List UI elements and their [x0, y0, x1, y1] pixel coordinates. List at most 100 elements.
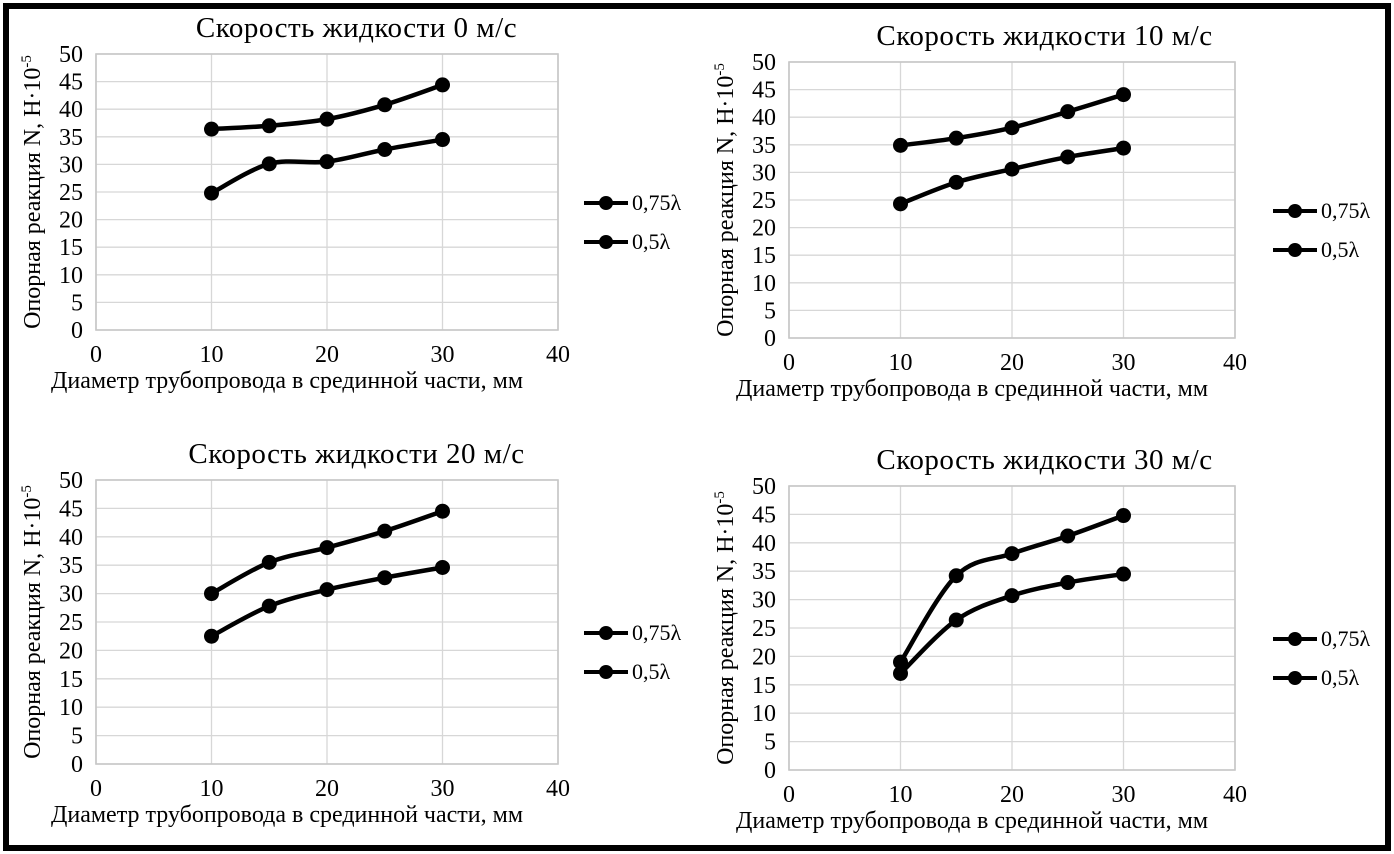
y-axis-title: Опорная реакция N, Н·10-5	[712, 63, 740, 337]
x-axis-title: Диаметр трубопровода в срединной части, …	[50, 802, 524, 829]
data-point	[1116, 566, 1131, 582]
svg-text:20: 20	[315, 342, 339, 368]
svg-text:10: 10	[59, 696, 83, 722]
data-point	[948, 175, 964, 191]
legend-item: 0,75λ	[1273, 198, 1370, 224]
svg-text:50: 50	[752, 50, 776, 76]
svg-text:50: 50	[59, 42, 83, 68]
svg-text:35: 35	[752, 133, 776, 159]
data-point	[948, 131, 964, 147]
svg-text:10: 10	[889, 350, 913, 376]
svg-text:10: 10	[200, 776, 224, 802]
svg-text:10: 10	[59, 263, 83, 289]
data-point	[377, 142, 393, 158]
data-point	[893, 654, 908, 670]
legend-label: 0,75λ	[632, 619, 682, 645]
svg-text:40: 40	[752, 106, 776, 132]
svg-text:45: 45	[59, 497, 83, 523]
svg-text:0: 0	[90, 776, 102, 802]
chart-title: Скорость жидкости 30 м/с	[876, 444, 1213, 476]
chart-title: Скорость жидкости 0 м/с	[195, 12, 518, 44]
series-0,75λ	[893, 87, 1131, 154]
legend-label: 0,5λ	[1321, 236, 1360, 262]
svg-text:35: 35	[59, 125, 83, 151]
svg-text:40: 40	[546, 776, 570, 802]
svg-text:45: 45	[59, 70, 83, 96]
svg-text:20: 20	[752, 216, 776, 242]
data-point	[261, 598, 277, 614]
data-point	[1004, 588, 1020, 604]
chart-body: Опорная реакция N, Н·10-5 0 5 10 15 20 25 30 35…	[709, 474, 1380, 808]
svg-text:30: 30	[752, 161, 776, 187]
svg-text:5: 5	[764, 730, 776, 756]
x-tick-labels: 0 10 20 30 40	[783, 782, 1247, 808]
data-point	[948, 568, 964, 584]
data-point	[435, 560, 450, 576]
svg-text:40: 40	[752, 531, 776, 557]
series-0,75λ	[204, 504, 450, 602]
data-point	[893, 138, 908, 154]
series-0,75λ	[204, 77, 450, 137]
y-axis-title-superscript: -5	[712, 491, 728, 504]
y-axis-title: Опорная реакция N, Н·10-5	[19, 485, 47, 759]
legend: 0,75λ 0,5λ	[1273, 198, 1370, 263]
data-point	[377, 523, 393, 539]
svg-text:15: 15	[752, 244, 776, 270]
svg-text:0: 0	[783, 350, 795, 376]
svg-text:50: 50	[752, 474, 776, 500]
y-axis-title-column: Опорная реакция N, Н·10-5	[16, 54, 50, 330]
data-point	[204, 121, 219, 137]
data-point	[1004, 120, 1020, 136]
legend-marker-icon	[1273, 670, 1317, 685]
svg-text:30: 30	[1112, 782, 1136, 808]
svg-text:10: 10	[200, 342, 224, 368]
y-axis-title-column: Опорная реакция N, Н·10-5	[709, 486, 743, 770]
svg-text:20: 20	[315, 776, 339, 802]
y-axis-title-column: Опорная реакция N, Н·10-5	[16, 480, 50, 764]
y-axis-title: Опорная реакция N, Н·10-5	[19, 55, 47, 329]
svg-text:35: 35	[59, 554, 83, 580]
data-point	[1116, 508, 1131, 524]
legend: 0,75λ 0,5λ	[584, 620, 681, 685]
series-0,5λ	[893, 566, 1131, 682]
figure-grid: Скорость жидкости 0 м/с Опорная реакция …	[14, 8, 1380, 844]
svg-text:45: 45	[752, 503, 776, 529]
svg-text:20: 20	[1000, 782, 1024, 808]
data-point	[1004, 546, 1020, 562]
legend-marker-icon	[1273, 203, 1317, 218]
x-tick-labels: 0 10 20 30 40	[90, 342, 570, 368]
gridlines	[95, 479, 559, 765]
svg-text:0: 0	[90, 342, 102, 368]
svg-text:40: 40	[59, 525, 83, 551]
chart-velocity-0: Скорость жидкости 0 м/с Опорная реакция …	[14, 8, 697, 426]
svg-text:40: 40	[1223, 350, 1247, 376]
data-point	[435, 504, 450, 520]
legend-marker-icon	[584, 234, 628, 249]
legend-marker-icon	[584, 664, 628, 679]
data-point	[893, 666, 908, 682]
svg-text:10: 10	[889, 782, 913, 808]
svg-text:25: 25	[752, 616, 776, 642]
svg-text:30: 30	[431, 342, 455, 368]
svg-text:0: 0	[71, 752, 83, 778]
svg-text:20: 20	[59, 639, 83, 665]
data-point	[204, 586, 219, 602]
plot-border	[788, 61, 1236, 340]
series-0,5λ	[204, 560, 450, 645]
legend: 0,75λ 0,5λ	[1273, 626, 1370, 691]
svg-text:35: 35	[752, 560, 776, 586]
chart-body: Опорная реакция N, Н·10-5 0 5 10 15 20 25 30 35…	[709, 50, 1380, 376]
y-axis-title-column: Опорная реакция N, Н·10-5	[709, 62, 743, 338]
legend-label: 0,75λ	[632, 189, 682, 215]
data-point	[377, 570, 393, 586]
chart-velocity-10: Скорость жидкости 10 м/с Опорная реакция…	[697, 8, 1380, 426]
data-point	[1060, 104, 1076, 120]
legend-item: 0,75λ	[584, 190, 681, 216]
chart-title: Скорость жидкости 10 м/с	[876, 20, 1213, 52]
svg-text:5: 5	[764, 299, 776, 325]
legend-item: 0,75λ	[1273, 626, 1370, 652]
gridlines	[788, 61, 1236, 339]
